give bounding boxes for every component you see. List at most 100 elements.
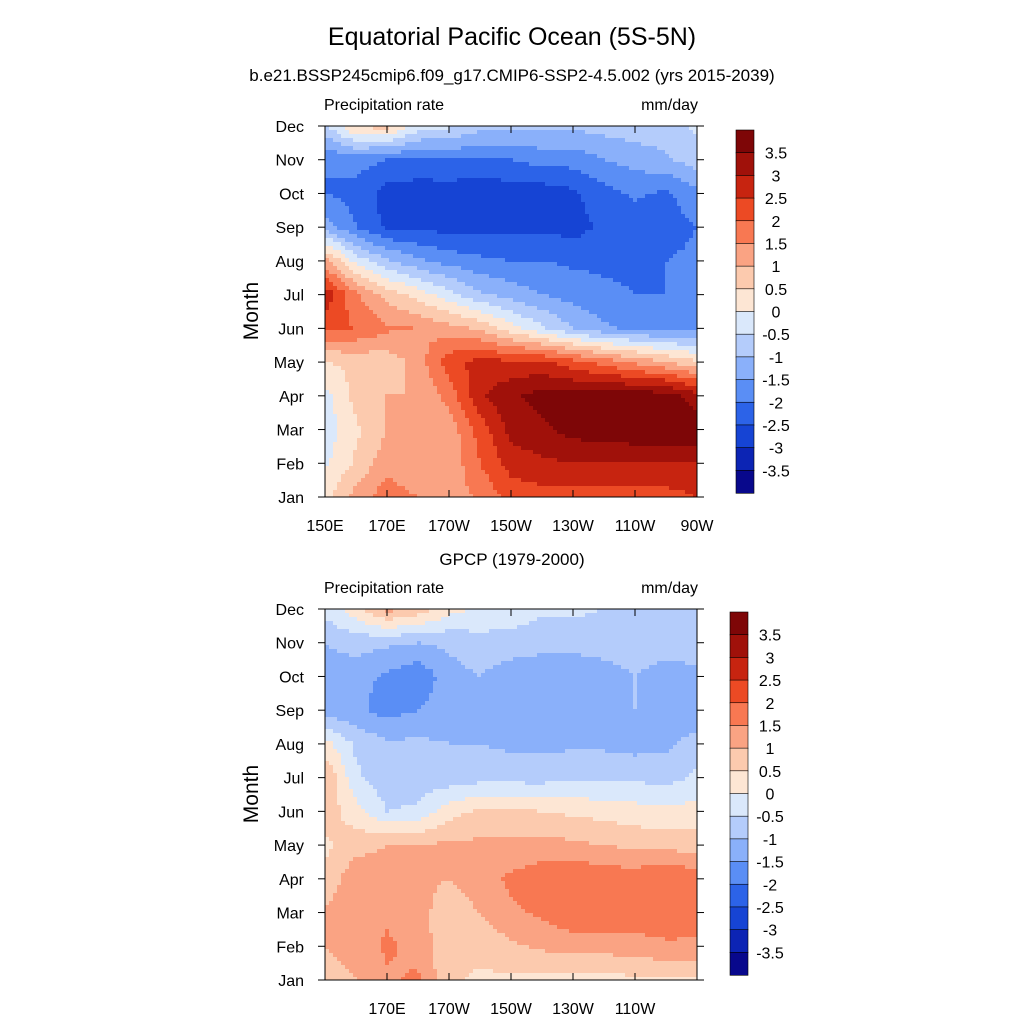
colorbar-label: 1 bbox=[766, 741, 775, 758]
panel-gpcp-x-tick-labels: 170E 170W 150W 130W 110W bbox=[368, 1001, 656, 1018]
colorbar-swatch bbox=[729, 725, 749, 749]
y-tick-label-jun: Jun bbox=[278, 804, 304, 821]
panel-gpcp-units-label: mm/day bbox=[641, 580, 698, 597]
colorbar-label: 0 bbox=[772, 305, 781, 322]
colorbar-label: 2 bbox=[766, 696, 775, 713]
colorbar-label: -3.5 bbox=[762, 463, 790, 480]
panel-gpcp-y-axis-title: Month bbox=[240, 765, 263, 823]
colorbar-swatch bbox=[735, 175, 755, 199]
panel-model-y-tick-labels: Jan Feb Mar Apr May Jun Jul Aug Sep Oct Nov Dec bbox=[274, 119, 305, 507]
y-tick-label-jan: Jan bbox=[278, 973, 304, 990]
y-tick-label-dec: Dec bbox=[276, 119, 304, 136]
colorbar-label: 1.5 bbox=[765, 236, 787, 253]
colorbar-label: -3 bbox=[763, 923, 777, 940]
y-tick-label-nov: Nov bbox=[276, 153, 304, 170]
colorbar-label: 2 bbox=[772, 214, 781, 231]
y-tick-label-nov: Nov bbox=[276, 636, 304, 653]
colorbar-label: 3 bbox=[766, 650, 775, 667]
colorbar-swatch bbox=[735, 401, 755, 426]
colorbar-swatch bbox=[735, 288, 755, 313]
colorbar-swatch bbox=[729, 679, 749, 704]
colorbar-swatch bbox=[735, 379, 755, 403]
figure-subtitle: b.e21.BSSP245cmip6.f09_g17.CMIP6-SSP2-4.… bbox=[249, 66, 774, 85]
panel-model-x-tick-labels: 150E 170E 170W 150W 130W 110W 90W bbox=[306, 518, 714, 535]
colorbar-label: 0 bbox=[766, 787, 775, 804]
colorbar-swatch bbox=[735, 220, 755, 245]
colorbar-swatch bbox=[735, 470, 755, 494]
y-tick-label-mar: Mar bbox=[276, 906, 304, 923]
x-tick-label-110w: 110W bbox=[615, 518, 657, 535]
colorbar-swatch bbox=[729, 770, 749, 795]
x-tick-label-150w: 150W bbox=[490, 518, 533, 535]
colorbar-label: -1 bbox=[769, 350, 783, 367]
colorbar-swatch bbox=[729, 861, 749, 885]
colorbar-swatch bbox=[729, 611, 749, 636]
colorbar-swatch bbox=[735, 197, 755, 222]
panel-gpcp-colorbar-labels: 3.5 3 2.5 2 1.5 1 0.5 0 -0.5 -1 -1.5 -2 -2.5 -3 -3.5 bbox=[756, 628, 784, 963]
colorbar-label: 0.5 bbox=[765, 282, 787, 299]
colorbar-swatch bbox=[735, 333, 755, 358]
colorbar-swatch bbox=[729, 815, 749, 840]
y-tick-label-may: May bbox=[274, 838, 304, 855]
panel-model-axis-ticks bbox=[318, 125, 704, 498]
panel-model-colorbar bbox=[735, 129, 755, 494]
colorbar-swatch bbox=[729, 657, 749, 681]
x-tick-label-170e: 170E bbox=[368, 1001, 405, 1018]
colorbar-label: -2.5 bbox=[762, 418, 790, 435]
panel-gpcp-axis-ticks bbox=[318, 608, 704, 981]
panel-gpcp: GPCP (1979-2000) Precipitation rate mm/d… bbox=[240, 550, 784, 1018]
colorbar-swatch bbox=[735, 243, 755, 267]
y-tick-label-feb: Feb bbox=[276, 456, 304, 473]
y-tick-label-jun: Jun bbox=[278, 321, 304, 338]
y-tick-label-aug: Aug bbox=[276, 254, 304, 271]
colorbar-label: 0.5 bbox=[759, 764, 781, 781]
colorbar-label: -3 bbox=[769, 441, 783, 458]
y-tick-label-sep: Sep bbox=[276, 703, 305, 720]
colorbar-label: 3 bbox=[772, 168, 781, 185]
y-tick-label-aug: Aug bbox=[276, 737, 304, 754]
colorbar-swatch bbox=[735, 265, 755, 290]
y-tick-label-mar: Mar bbox=[276, 423, 304, 440]
colorbar-label: -2 bbox=[763, 877, 777, 894]
y-tick-label-apr: Apr bbox=[279, 872, 305, 889]
colorbar-swatch bbox=[735, 152, 755, 176]
colorbar-swatch bbox=[729, 634, 749, 658]
panel-gpcp-contour-field bbox=[325, 609, 697, 980]
colorbar-swatch bbox=[735, 424, 755, 449]
y-tick-label-may: May bbox=[274, 355, 304, 372]
panel-model-contour-field bbox=[325, 126, 697, 497]
x-tick-label-130w: 130W bbox=[552, 518, 595, 535]
colorbar-swatch bbox=[735, 311, 755, 335]
panel-model-y-axis-title: Month bbox=[240, 282, 263, 340]
colorbar-swatch bbox=[729, 793, 749, 817]
panel-model: Precipitation rate mm/day Jan Feb Mar Apr Ma… bbox=[240, 97, 790, 535]
colorbar-swatch bbox=[729, 952, 749, 976]
colorbar-label: 3.5 bbox=[765, 146, 787, 163]
colorbar-label: 1 bbox=[772, 259, 781, 276]
y-tick-label-jul: Jul bbox=[284, 771, 304, 788]
y-tick-label-feb: Feb bbox=[276, 939, 304, 956]
y-tick-label-jan: Jan bbox=[278, 490, 304, 507]
colorbar-swatch bbox=[735, 447, 755, 471]
x-tick-label-170w: 170W bbox=[428, 518, 471, 535]
y-tick-label-jul: Jul bbox=[284, 288, 304, 305]
colorbar-label: -2 bbox=[769, 395, 783, 412]
panel-model-units-label: mm/day bbox=[641, 97, 698, 114]
y-tick-label-apr: Apr bbox=[279, 389, 305, 406]
y-tick-label-oct: Oct bbox=[279, 186, 304, 203]
colorbar-swatch bbox=[729, 747, 749, 772]
panel-model-colorbar-labels: 3.5 3 2.5 2 1.5 1 0.5 0 -0.5 -1 -1.5 -2 -2.5 -3 -3.5 bbox=[762, 146, 790, 481]
colorbar-swatch bbox=[729, 702, 749, 727]
x-tick-label-110w: 110W bbox=[615, 1001, 657, 1018]
colorbar-label: -2.5 bbox=[756, 900, 784, 917]
colorbar-label: 1.5 bbox=[759, 718, 781, 735]
x-tick-label-170e: 170E bbox=[368, 518, 405, 535]
colorbar-label: -0.5 bbox=[762, 327, 790, 344]
colorbar-swatch bbox=[729, 838, 749, 863]
x-tick-label-150e: 150E bbox=[306, 518, 343, 535]
x-tick-label-90w: 90W bbox=[681, 518, 715, 535]
figure-title: Equatorial Pacific Ocean (5S-5N) bbox=[328, 23, 696, 51]
y-tick-label-dec: Dec bbox=[276, 602, 304, 619]
colorbar-label: 2.5 bbox=[759, 673, 781, 690]
